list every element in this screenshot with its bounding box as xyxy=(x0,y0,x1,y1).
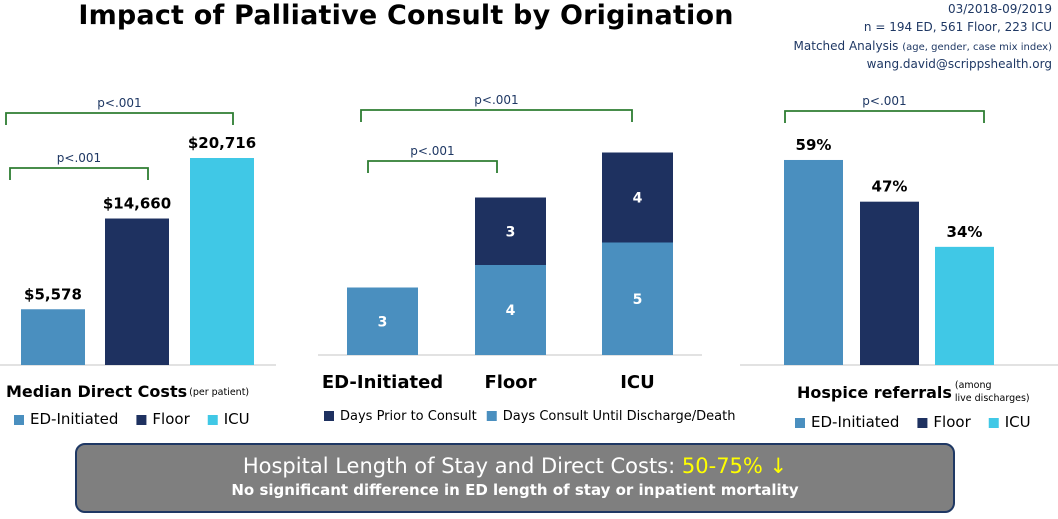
chart2-legend-swatch xyxy=(324,411,334,421)
chart3-legend-label: ICU xyxy=(1005,413,1031,431)
chart1-legend-swatch xyxy=(14,415,24,425)
chart2-bar-2-segment-1 xyxy=(475,265,546,355)
chart2-legend-swatch xyxy=(486,411,497,421)
chart2-pvalue-2-label: p<.001 xyxy=(410,144,454,158)
chart1-bar-3 xyxy=(190,158,254,365)
chart3-bar-2 xyxy=(860,201,919,365)
chart3-pvalue-1-label: p<.001 xyxy=(862,94,906,108)
banner-headline: Hospital Length of Stay and Direct Costs… xyxy=(77,454,953,478)
banner-subline: No significant difference in ED length o… xyxy=(231,481,799,499)
chart1-bar-2 xyxy=(105,218,169,365)
chart2-pvalue-1-label: p<.001 xyxy=(474,93,518,107)
chart3-value-label: 59% xyxy=(796,136,832,154)
chart1-title-note: (per patient) xyxy=(189,387,249,398)
chart1-legend-label: ED-Initiated xyxy=(30,410,118,428)
chart2-category-label: Floor xyxy=(484,372,536,393)
chart3-legend-label: Floor xyxy=(933,413,971,431)
banner-headline-text: Hospital Length of Stay and Direct Costs… xyxy=(242,454,676,478)
chart2-pvalue-2-bracket xyxy=(367,160,498,173)
contact-email: wang.david@scrippshealth.org xyxy=(866,57,1052,71)
chart3-legend-swatch xyxy=(795,418,805,428)
chart1-pvalue-1-label: p<.001 xyxy=(97,96,141,110)
chart1-value-label: $20,716 xyxy=(188,134,256,152)
chart1-value-label: $14,660 xyxy=(103,195,171,213)
page-title: Impact of Palliative Consult by Originat… xyxy=(78,0,734,31)
chart1-legend-label: Floor xyxy=(152,410,190,428)
chart3-value-label: 47% xyxy=(872,178,908,196)
sample-size: n = 194 ED, 561 Floor, 223 ICU xyxy=(863,20,1052,34)
chart2-legend-label: Days Consult Until Discharge/Death xyxy=(503,409,736,424)
analysis-label: Matched Analysis xyxy=(793,39,899,53)
study-dates: 03/2018-09/2019 xyxy=(947,2,1052,16)
chart2-value-label: 4 xyxy=(633,191,643,207)
chart3-title-note-1: (among xyxy=(955,380,992,391)
chart2-value-label: 3 xyxy=(506,224,516,240)
chart3-value-label: 34% xyxy=(947,223,983,241)
chart3-legend-swatch xyxy=(988,418,999,428)
chart3-bar-3 xyxy=(935,246,994,365)
chart1-bar-1 xyxy=(21,309,85,365)
banner-highlight: 50-75% ↓ xyxy=(681,454,788,478)
chart1-pvalue-1-bracket xyxy=(5,112,234,125)
charts-canvas: $5,578 $14,660 $20,716 p<.001 p<.001 Median D… xyxy=(0,93,1058,431)
chart2-bar-1-segment-1 xyxy=(347,287,418,355)
chart2-value-label: 3 xyxy=(378,314,388,330)
chart2-category-label: ICU xyxy=(620,372,655,393)
chart2-bar-3-segment-1 xyxy=(602,242,673,355)
chart1-pvalue-2-label: p<.001 xyxy=(57,151,101,165)
chart3-pvalue-1-bracket xyxy=(784,110,985,123)
analysis-detail: (age, gender, case mix index) xyxy=(902,42,1052,53)
chart1-legend-label: ICU xyxy=(224,410,250,428)
analysis-note: Matched Analysis (age, gender, case mix … xyxy=(794,39,1052,53)
chart2-bar-3-segment-2 xyxy=(602,152,673,243)
chart3-title-note-2: live discharges) xyxy=(955,393,1030,404)
chart1-legend-swatch xyxy=(207,415,218,425)
chart2-bar-2-segment-2 xyxy=(475,197,546,265)
chart2-value-label: 5 xyxy=(633,292,643,308)
chart2-category-label: ED-Initiated xyxy=(322,372,443,393)
chart2-legend-label: Days Prior to Consult xyxy=(340,409,477,424)
chart3-bar-1 xyxy=(784,159,843,365)
chart3-title: Hospice referrals xyxy=(797,383,952,402)
chart2-value-label: 4 xyxy=(506,303,516,319)
chart3-legend-swatch xyxy=(917,418,928,428)
chart1-title: Median Direct Costs xyxy=(6,382,187,401)
chart1-legend-swatch xyxy=(136,415,147,425)
chart1-value-label: $5,578 xyxy=(24,285,82,303)
chart3-legend-label: ED-Initiated xyxy=(811,413,899,431)
chart2-pvalue-1-bracket xyxy=(360,109,633,122)
chart1-pvalue-2-bracket xyxy=(9,167,149,180)
summary-banner: Hospital Length of Stay and Direct Costs… xyxy=(75,443,955,513)
